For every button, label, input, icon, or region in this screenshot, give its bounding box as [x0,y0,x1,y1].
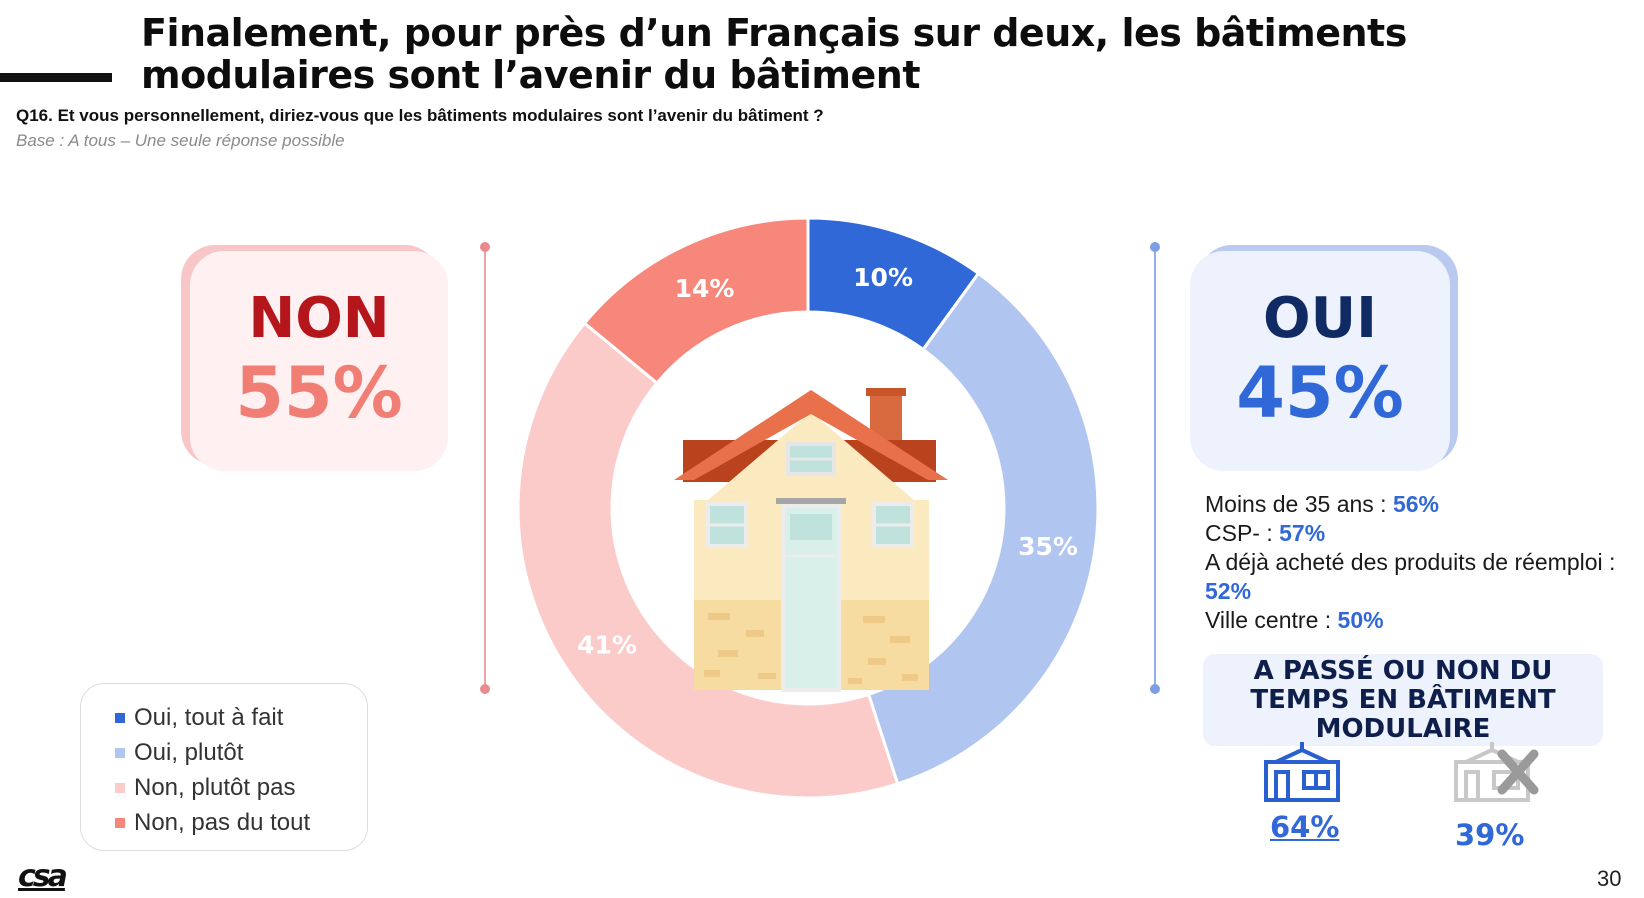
stat-label: A déjà acheté des produits de réemploi : [1205,549,1616,575]
stat-label: Moins de 35 ans : [1205,491,1393,517]
legend-label: Non, pas du tout [134,808,311,836]
stat-row: A déjà acheté des produits de réemploi :… [1205,548,1625,606]
chart-legend: Oui, tout à fait Oui, plutôt Non, plutôt… [80,683,368,851]
left-divider-dot-top [480,242,490,252]
base-text: Base : A tous – Une seule réponse possib… [16,131,345,150]
oui-value: 45% [1236,352,1404,434]
stat-value: 57% [1279,520,1326,546]
legend-label: Non, plutôt pas [134,773,296,801]
stat-label: CSP- : [1205,520,1280,546]
stat-label: Ville centre : [1205,607,1338,633]
house-icon [674,388,948,692]
stat-value: 52% [1205,578,1252,604]
donut-slice-label: 35% [1018,532,1078,561]
stat-row: CSP- : 57% [1205,519,1625,548]
oui-label: OUI [1263,286,1377,351]
subgroup-stats: Moins de 35 ans : 56% CSP- : 57% A déjà … [1205,490,1625,635]
csa-logo: csa [18,859,68,894]
modular-building-icon [1264,742,1340,802]
donut-chart: 10% 35% 41% 14% [518,218,1098,798]
donut-slice-label: 41% [577,631,637,660]
temps-yes-value: 64% [1270,810,1340,844]
modular-building-crossed-icon [1454,742,1539,802]
legend-swatch [115,782,125,793]
legend-item: Non, plutôt pas [115,770,367,805]
legend-label: Oui, tout à fait [134,703,284,731]
right-divider-dot-bottom [1150,684,1160,694]
legend-swatch [115,712,125,723]
page-title: Finalement, pour près d’un Français sur … [141,11,1407,97]
donut-slice [582,218,810,386]
right-divider-dot-top [1150,242,1160,252]
donut-slice-label: 14% [675,274,735,303]
non-card: NON 55% [190,251,448,471]
donut-slice-labels: 10% 35% 41% 14% [577,263,1078,660]
legend-item: Oui, tout à fait [115,700,367,735]
legend-item: Oui, plutôt [115,735,367,770]
donut-slice [866,271,1098,786]
non-label: NON [248,286,390,351]
stat-row: Ville centre : 50% [1205,606,1625,635]
page-number: 30 [1597,866,1622,891]
legend-item: Non, pas du tout [115,805,367,840]
temps-no-value: 39% [1455,818,1525,852]
stat-value: 50% [1337,607,1384,633]
title-accent-bar [0,73,112,82]
temps-title: A PASSÉ OU NON DU TEMPS EN BÂTIMENT MODU… [1203,654,1603,746]
donut-slices [518,218,1098,798]
right-divider [1150,242,1160,694]
stat-value: 56% [1392,491,1439,517]
stat-row: Moins de 35 ans : 56% [1205,490,1625,519]
oui-card: OUI 45% [1190,251,1450,471]
question-text: Q16. Et vous personnellement, diriez-vou… [16,106,824,125]
legend-swatch [115,747,125,758]
legend-label: Oui, plutôt [134,738,244,766]
left-divider [480,242,490,694]
non-value: 55% [235,352,403,434]
left-divider-dot-bottom [480,684,490,694]
legend-swatch [115,817,125,828]
donut-slice-label: 10% [853,263,913,292]
